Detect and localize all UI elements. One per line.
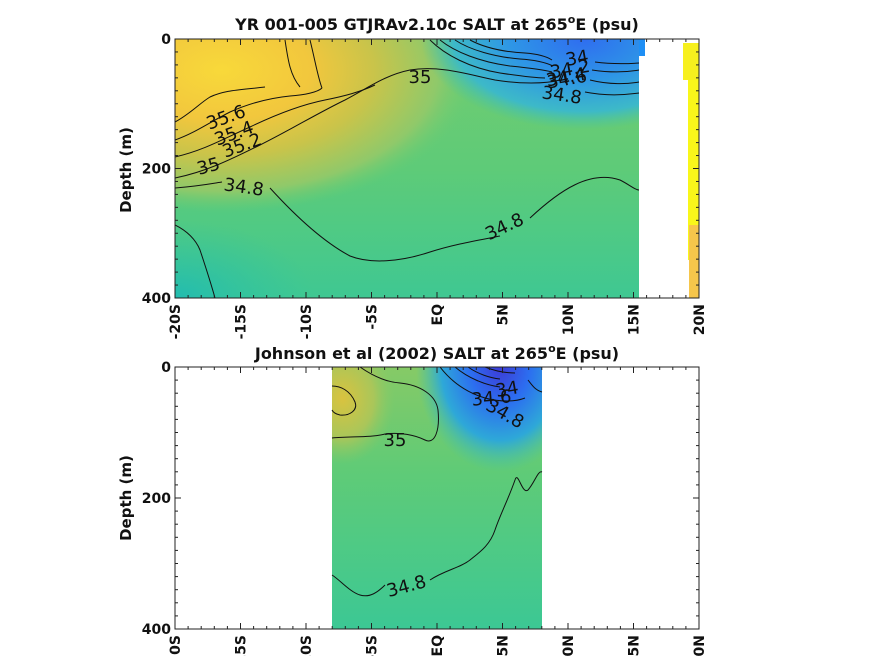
contour-2-high <box>331 385 357 416</box>
panel-1-clabel-5: 35 <box>409 67 432 88</box>
y-tick-label: 0 <box>161 32 171 48</box>
x-tick-label: -15S <box>234 635 250 656</box>
x-tick-label: -10S <box>299 304 315 339</box>
contour-2-fresh-d <box>484 367 516 374</box>
contour-2-35 <box>331 367 439 442</box>
panel-2-field <box>331 367 543 629</box>
contour-fresh-7 <box>589 79 640 85</box>
x-tick-label: 15N <box>627 304 643 335</box>
x-tick-label: -20S <box>168 304 184 339</box>
x-tick-label: EQ <box>430 304 446 326</box>
x-tick-label: 10N <box>561 304 577 335</box>
contour-35-6-b <box>284 39 301 88</box>
panel-1: YR 001-005 GTJRAv2.10c SALT at 265oE (ps… <box>117 13 708 339</box>
x-tick-label: -5S <box>365 635 381 656</box>
panel-2-clabel-1: 34 <box>494 377 520 402</box>
contour-2-fresh-a <box>439 367 526 402</box>
contour-35-4-b <box>309 39 323 89</box>
contour-2-34-8-a <box>331 574 386 597</box>
contour-2-fresh-e <box>527 379 543 393</box>
panel-1-title: YR 001-005 GTJRAv2.10c SALT at 265oE (ps… <box>234 13 639 34</box>
contour-35-4 <box>175 87 323 141</box>
x-tick-label: 15N <box>627 635 643 656</box>
contour-34-8-b <box>269 187 501 262</box>
contour-fresh-5 <box>594 61 640 65</box>
x-tick-label: 20N <box>692 304 708 335</box>
x-tick-label: -15S <box>234 304 250 339</box>
contour-fresh-6 <box>591 69 640 73</box>
y-tick-label: 200 <box>142 162 171 178</box>
x-tick-label: 5N <box>496 304 512 325</box>
contour-fresh-2 <box>439 39 553 73</box>
contour-2-fresh-c <box>467 367 501 380</box>
panel-2: Johnson et al (2002) SALT at 265oE (psu)… <box>117 342 708 656</box>
panel-1-clabel-6: 34 <box>564 46 590 71</box>
contour-35 <box>175 68 561 179</box>
panel-1-x-ticks: -20S -15S -10S -5S EQ 5N 10N 15N 20N <box>168 39 708 339</box>
panel-2-title: Johnson et al (2002) SALT at 265oE (psu) <box>254 342 619 363</box>
y-tick-label: 400 <box>142 622 171 638</box>
contour-fresh-8 <box>584 91 640 96</box>
panel-2-contours <box>331 367 543 597</box>
contour-34-8-a <box>175 181 223 189</box>
contour-35-6 <box>175 86 266 123</box>
x-tick-label: 10N <box>561 635 577 656</box>
panel-1-strip-bottom <box>689 225 699 298</box>
x-tick-label: -10S <box>299 635 315 656</box>
panel-2-y-label: Depth (m) <box>117 455 135 541</box>
contour-35-2 <box>175 84 376 158</box>
y-tick-label: 200 <box>142 491 171 507</box>
panel-2-clabel-2: 34.6 <box>471 386 513 410</box>
contour-fresh-4 <box>469 39 553 61</box>
x-tick-label: EQ <box>430 635 446 656</box>
contour-fresh-3 <box>454 39 554 67</box>
panel-1-strip-top <box>683 43 699 80</box>
panel-1-contours <box>175 39 640 298</box>
y-tick-label: 400 <box>142 291 171 307</box>
panel-1-strip-mid <box>688 80 699 260</box>
contour-34-8-c <box>529 176 640 219</box>
x-tick-label: -5S <box>365 304 381 330</box>
panel-1-field <box>175 39 699 298</box>
x-tick-label: 20N <box>692 635 708 656</box>
panel-2-y-ticks: 0 200 400 <box>142 360 699 638</box>
y-tick-label: 0 <box>161 360 171 376</box>
panel-2-clabel-0: 35 <box>384 430 407 451</box>
contour-34-8-d <box>175 224 216 298</box>
contour-2-fresh-b <box>454 367 501 388</box>
panel-1-field-edge <box>639 39 645 56</box>
panel-1-field-fresh <box>175 39 639 298</box>
panel-2-field-fresh <box>332 367 542 629</box>
panel-1-y-ticks: 0 200 400 <box>142 32 699 307</box>
x-tick-label: -20S <box>168 635 184 656</box>
panel-2-x-ticks: -20S -15S -10S -5S EQ 5N 10N 15N 20N <box>168 367 708 656</box>
contour-2-34-8-b <box>429 471 543 581</box>
panel-1-y-label: Depth (m) <box>117 127 135 213</box>
x-tick-label: 5N <box>496 635 512 656</box>
contour-fresh-1 <box>429 39 546 79</box>
